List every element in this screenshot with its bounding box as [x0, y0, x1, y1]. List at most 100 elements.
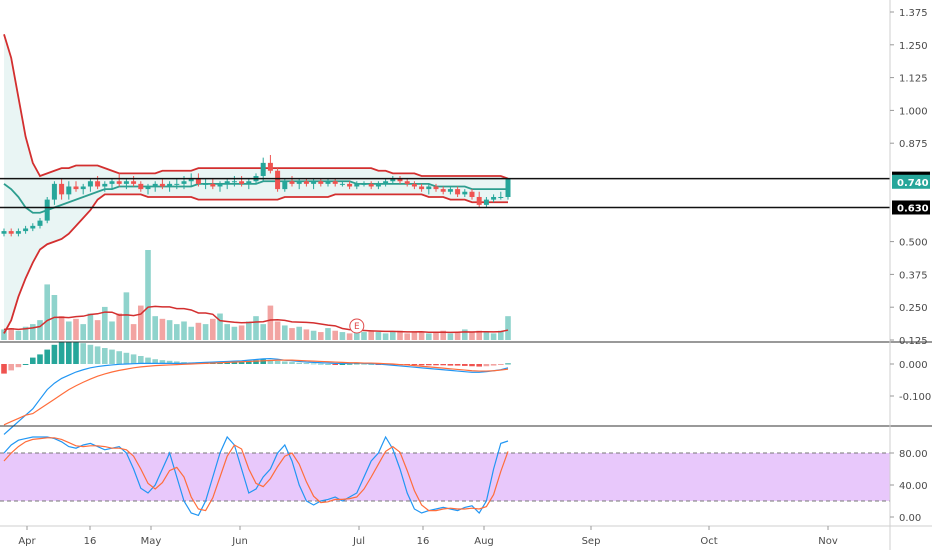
candle-body[interactable]	[210, 183, 216, 187]
volume-bar	[231, 326, 238, 340]
candle-body[interactable]	[440, 189, 446, 192]
candle-body[interactable]	[498, 196, 504, 198]
macd-histogram-bar	[15, 364, 22, 368]
macd-histogram-bar	[87, 344, 94, 364]
candle-body[interactable]	[8, 231, 14, 234]
candle-body[interactable]	[296, 181, 302, 184]
candle-body[interactable]	[246, 181, 252, 184]
macd-histogram-bar	[94, 346, 101, 364]
candle-body[interactable]	[491, 196, 497, 200]
candle-body[interactable]	[116, 181, 122, 184]
candle-body[interactable]	[87, 181, 93, 187]
macd-histogram-bar	[469, 364, 475, 367]
candle-body[interactable]	[66, 186, 72, 195]
candle-body[interactable]	[267, 162, 273, 171]
time-tick-label: Nov	[818, 536, 838, 547]
candle-body[interactable]	[51, 183, 57, 200]
candle-body[interactable]	[231, 181, 237, 183]
candle-body[interactable]	[375, 183, 381, 187]
candle-body[interactable]	[109, 181, 115, 184]
candle-body[interactable]	[260, 162, 266, 176]
candle-body[interactable]	[1, 231, 7, 234]
macd-histogram-bar	[310, 363, 317, 365]
candle-body[interactable]	[404, 181, 410, 184]
candle-body[interactable]	[73, 186, 79, 190]
candle-body[interactable]	[311, 181, 317, 184]
candle-body[interactable]	[455, 189, 461, 195]
candle-body[interactable]	[44, 199, 50, 221]
candle-body[interactable]	[80, 186, 86, 190]
candle-body[interactable]	[361, 183, 367, 185]
macd-histogram-bar	[123, 352, 130, 364]
candle-body[interactable]	[469, 191, 475, 197]
macd-histogram-bar	[476, 364, 482, 367]
candle-body[interactable]	[95, 181, 101, 187]
candle-body[interactable]	[239, 181, 245, 184]
macd-histogram-bar	[145, 357, 151, 364]
candle-body[interactable]	[289, 181, 295, 184]
candle-body[interactable]	[397, 178, 403, 182]
candle-body[interactable]	[318, 181, 324, 184]
candle-body[interactable]	[59, 183, 65, 195]
price-pane[interactable]: E	[0, 34, 890, 340]
candle-body[interactable]	[131, 181, 137, 184]
candle-body[interactable]	[217, 183, 223, 187]
candle-body[interactable]	[325, 181, 331, 184]
candle-body[interactable]	[433, 186, 439, 190]
candle-body[interactable]	[181, 181, 187, 184]
candle-body[interactable]	[390, 178, 396, 182]
candle-body[interactable]	[123, 181, 129, 184]
candle-body[interactable]	[505, 178, 511, 197]
candle-body[interactable]	[411, 183, 417, 187]
candle-body[interactable]	[152, 183, 158, 187]
candle-body[interactable]	[476, 196, 482, 205]
candle-body[interactable]	[347, 183, 353, 187]
price-tick-label: 0.250	[899, 303, 928, 314]
volume-bar	[310, 330, 317, 340]
candle-body[interactable]	[167, 183, 173, 187]
candle-body[interactable]	[339, 183, 345, 185]
macd-line	[3, 357, 509, 435]
candle-body[interactable]	[426, 186, 432, 190]
candle-body[interactable]	[15, 231, 21, 234]
volume-bar	[145, 250, 151, 340]
candle-body[interactable]	[462, 191, 468, 195]
candle-body[interactable]	[354, 183, 360, 187]
volume-bar	[8, 328, 14, 340]
time-tick-label: 16	[417, 536, 430, 547]
candle-body[interactable]	[145, 186, 151, 190]
candle-body[interactable]	[447, 189, 453, 192]
candle-body[interactable]	[224, 181, 230, 184]
stoch-tick-label: 40.00	[899, 481, 928, 492]
candle-body[interactable]	[138, 183, 144, 190]
candle-body[interactable]	[332, 181, 338, 184]
candle-body[interactable]	[30, 225, 36, 229]
stochastic-pane[interactable]	[0, 435, 890, 517]
candle-body[interactable]	[188, 178, 194, 182]
candle-body[interactable]	[23, 228, 29, 232]
volume-bar	[332, 330, 338, 340]
macd-pane[interactable]	[1, 341, 511, 435]
volume-bar	[109, 321, 115, 340]
macd-histogram-bar	[325, 364, 331, 365]
candle-body[interactable]	[419, 186, 425, 190]
candle-body[interactable]	[203, 183, 209, 185]
candle-body[interactable]	[102, 183, 108, 187]
candle-body[interactable]	[282, 181, 288, 190]
candle-body[interactable]	[368, 183, 374, 187]
candle-body[interactable]	[195, 178, 201, 184]
event-marker[interactable]	[349, 318, 365, 334]
candle-body[interactable]	[483, 199, 489, 205]
candle-body[interactable]	[37, 220, 43, 226]
candle-body[interactable]	[159, 183, 165, 187]
candle-body[interactable]	[174, 183, 180, 185]
volume-bar	[505, 316, 511, 340]
candle-body[interactable]	[383, 181, 389, 184]
price-tick-label: 1.125	[899, 74, 928, 85]
volume-bar	[426, 333, 432, 340]
candle-body[interactable]	[303, 181, 309, 184]
volume-bar	[339, 332, 346, 340]
candle-body[interactable]	[275, 170, 281, 190]
bollinger-upper	[3, 34, 509, 180]
macd-histogram-bar	[433, 364, 439, 366]
